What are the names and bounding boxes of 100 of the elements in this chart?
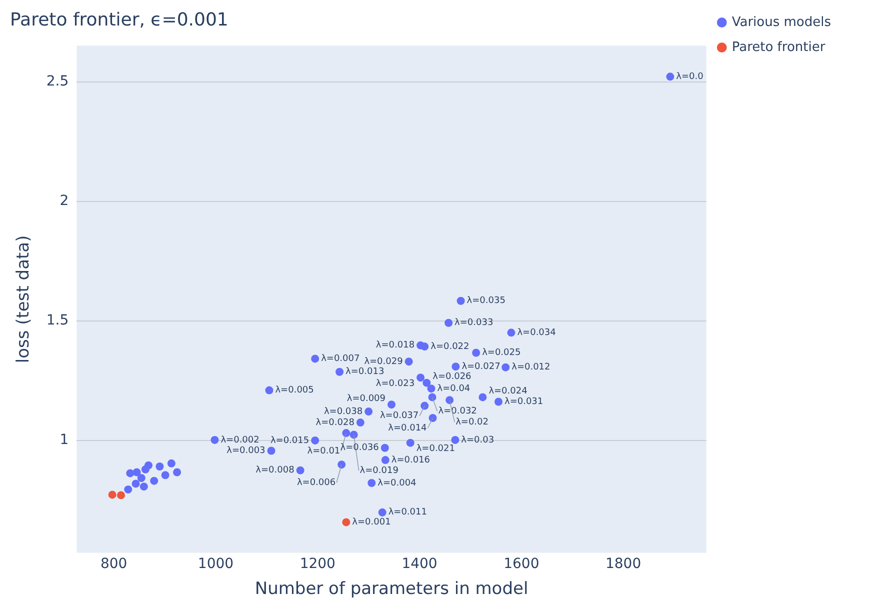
point [126,469,134,478]
point [132,468,141,476]
annotation: λ=0.007 [321,354,360,364]
y-axis-title: loss (test data) [14,235,34,364]
point [356,418,364,427]
y-tick-label: 2.5 [46,74,69,90]
annotation: λ=0.021 [416,444,455,454]
annotation: λ=0.019 [360,466,399,476]
annotation: λ=0.038 [324,406,363,417]
point [404,358,413,366]
point [161,471,170,480]
x-tick-label: 1000 [198,556,234,572]
point [144,461,152,470]
point [446,396,454,404]
point [666,72,674,81]
point [267,446,276,455]
point [420,402,429,410]
point [420,342,429,351]
legend-label: Various models [732,14,832,30]
annotation: λ=0.034 [517,328,556,338]
point [140,482,148,491]
chart-title: Pareto frontier, ϵ=0.001 [10,9,228,30]
annotation: λ=0.008 [256,466,295,476]
point [427,384,436,393]
annotation: λ=0.031 [504,397,544,408]
point [150,476,158,485]
annotation: λ=0.015 [270,436,310,446]
point [336,368,344,376]
point [210,436,219,444]
x-axis-title: Number of parameters in model [254,579,528,600]
point [173,468,182,476]
x-tick-label: 1800 [605,556,642,572]
point [388,400,396,409]
annotation: λ=0.005 [275,386,314,396]
x-tick-label: 1400 [402,556,438,572]
point [137,474,146,482]
point [116,491,125,500]
point [416,374,425,382]
point [507,328,516,337]
annotation: λ=0.022 [430,342,470,352]
point [494,398,502,406]
annotation: λ=0.036 [340,443,380,454]
point [350,430,358,439]
point [108,490,116,499]
annotation: λ=0.032 [438,406,477,417]
annotation: λ=0.002 [220,435,260,446]
point [342,518,350,526]
point [167,459,176,468]
annotation: λ=0.013 [346,367,384,378]
point [368,479,376,488]
annotation: λ=0.01 [307,446,340,456]
y-tick-label: 2 [60,193,69,210]
annotation: λ=0.026 [432,372,472,382]
y-tick-label: 1 [60,432,69,448]
annotation: λ=0.004 [378,478,417,488]
point [444,318,453,327]
point [428,393,436,402]
point [428,414,437,422]
annotation: λ=0.018 [376,340,415,351]
point [265,386,274,394]
annotation: λ=0.012 [512,362,550,373]
annotation: λ=0.02 [456,417,488,428]
annotation: λ=0.023 [376,378,415,389]
point [338,460,346,469]
point [124,485,132,494]
annotation: λ=0.03 [461,435,494,446]
annotation: λ=0.001 [352,518,391,528]
annotation: λ=0.003 [226,446,266,456]
point [406,438,414,447]
point [472,348,480,357]
annotation: λ=0.033 [454,318,494,328]
point [422,378,431,387]
annotation: λ=0.04 [437,384,470,394]
x-tick-label: 1200 [300,556,336,572]
point [478,393,487,402]
annotation: λ=0.029 [364,356,404,367]
point [342,429,350,438]
point [378,508,386,516]
point [381,456,390,464]
annotation: λ=0.0 [676,72,704,82]
annotation: λ=0.037 [380,411,419,422]
annotation: λ=0.035 [466,296,506,306]
point [380,444,389,452]
point [364,408,373,416]
annotation: λ=0.016 [391,455,430,466]
annotation: λ=0.006 [296,478,336,488]
y-tick-label: 1.5 [46,312,69,329]
annotation: λ=0.024 [488,386,528,397]
point [296,466,304,474]
point [502,363,510,372]
point [456,296,465,305]
point [311,436,320,444]
point [311,354,320,363]
point [132,480,140,488]
legend-label: Pareto frontier [732,40,826,55]
x-tick-label: 800 [100,556,128,572]
x-tick-label: 1600 [504,556,540,572]
annotation: λ=0.009 [346,394,386,404]
annotation: λ=0.027 [462,362,500,372]
point [451,436,460,444]
